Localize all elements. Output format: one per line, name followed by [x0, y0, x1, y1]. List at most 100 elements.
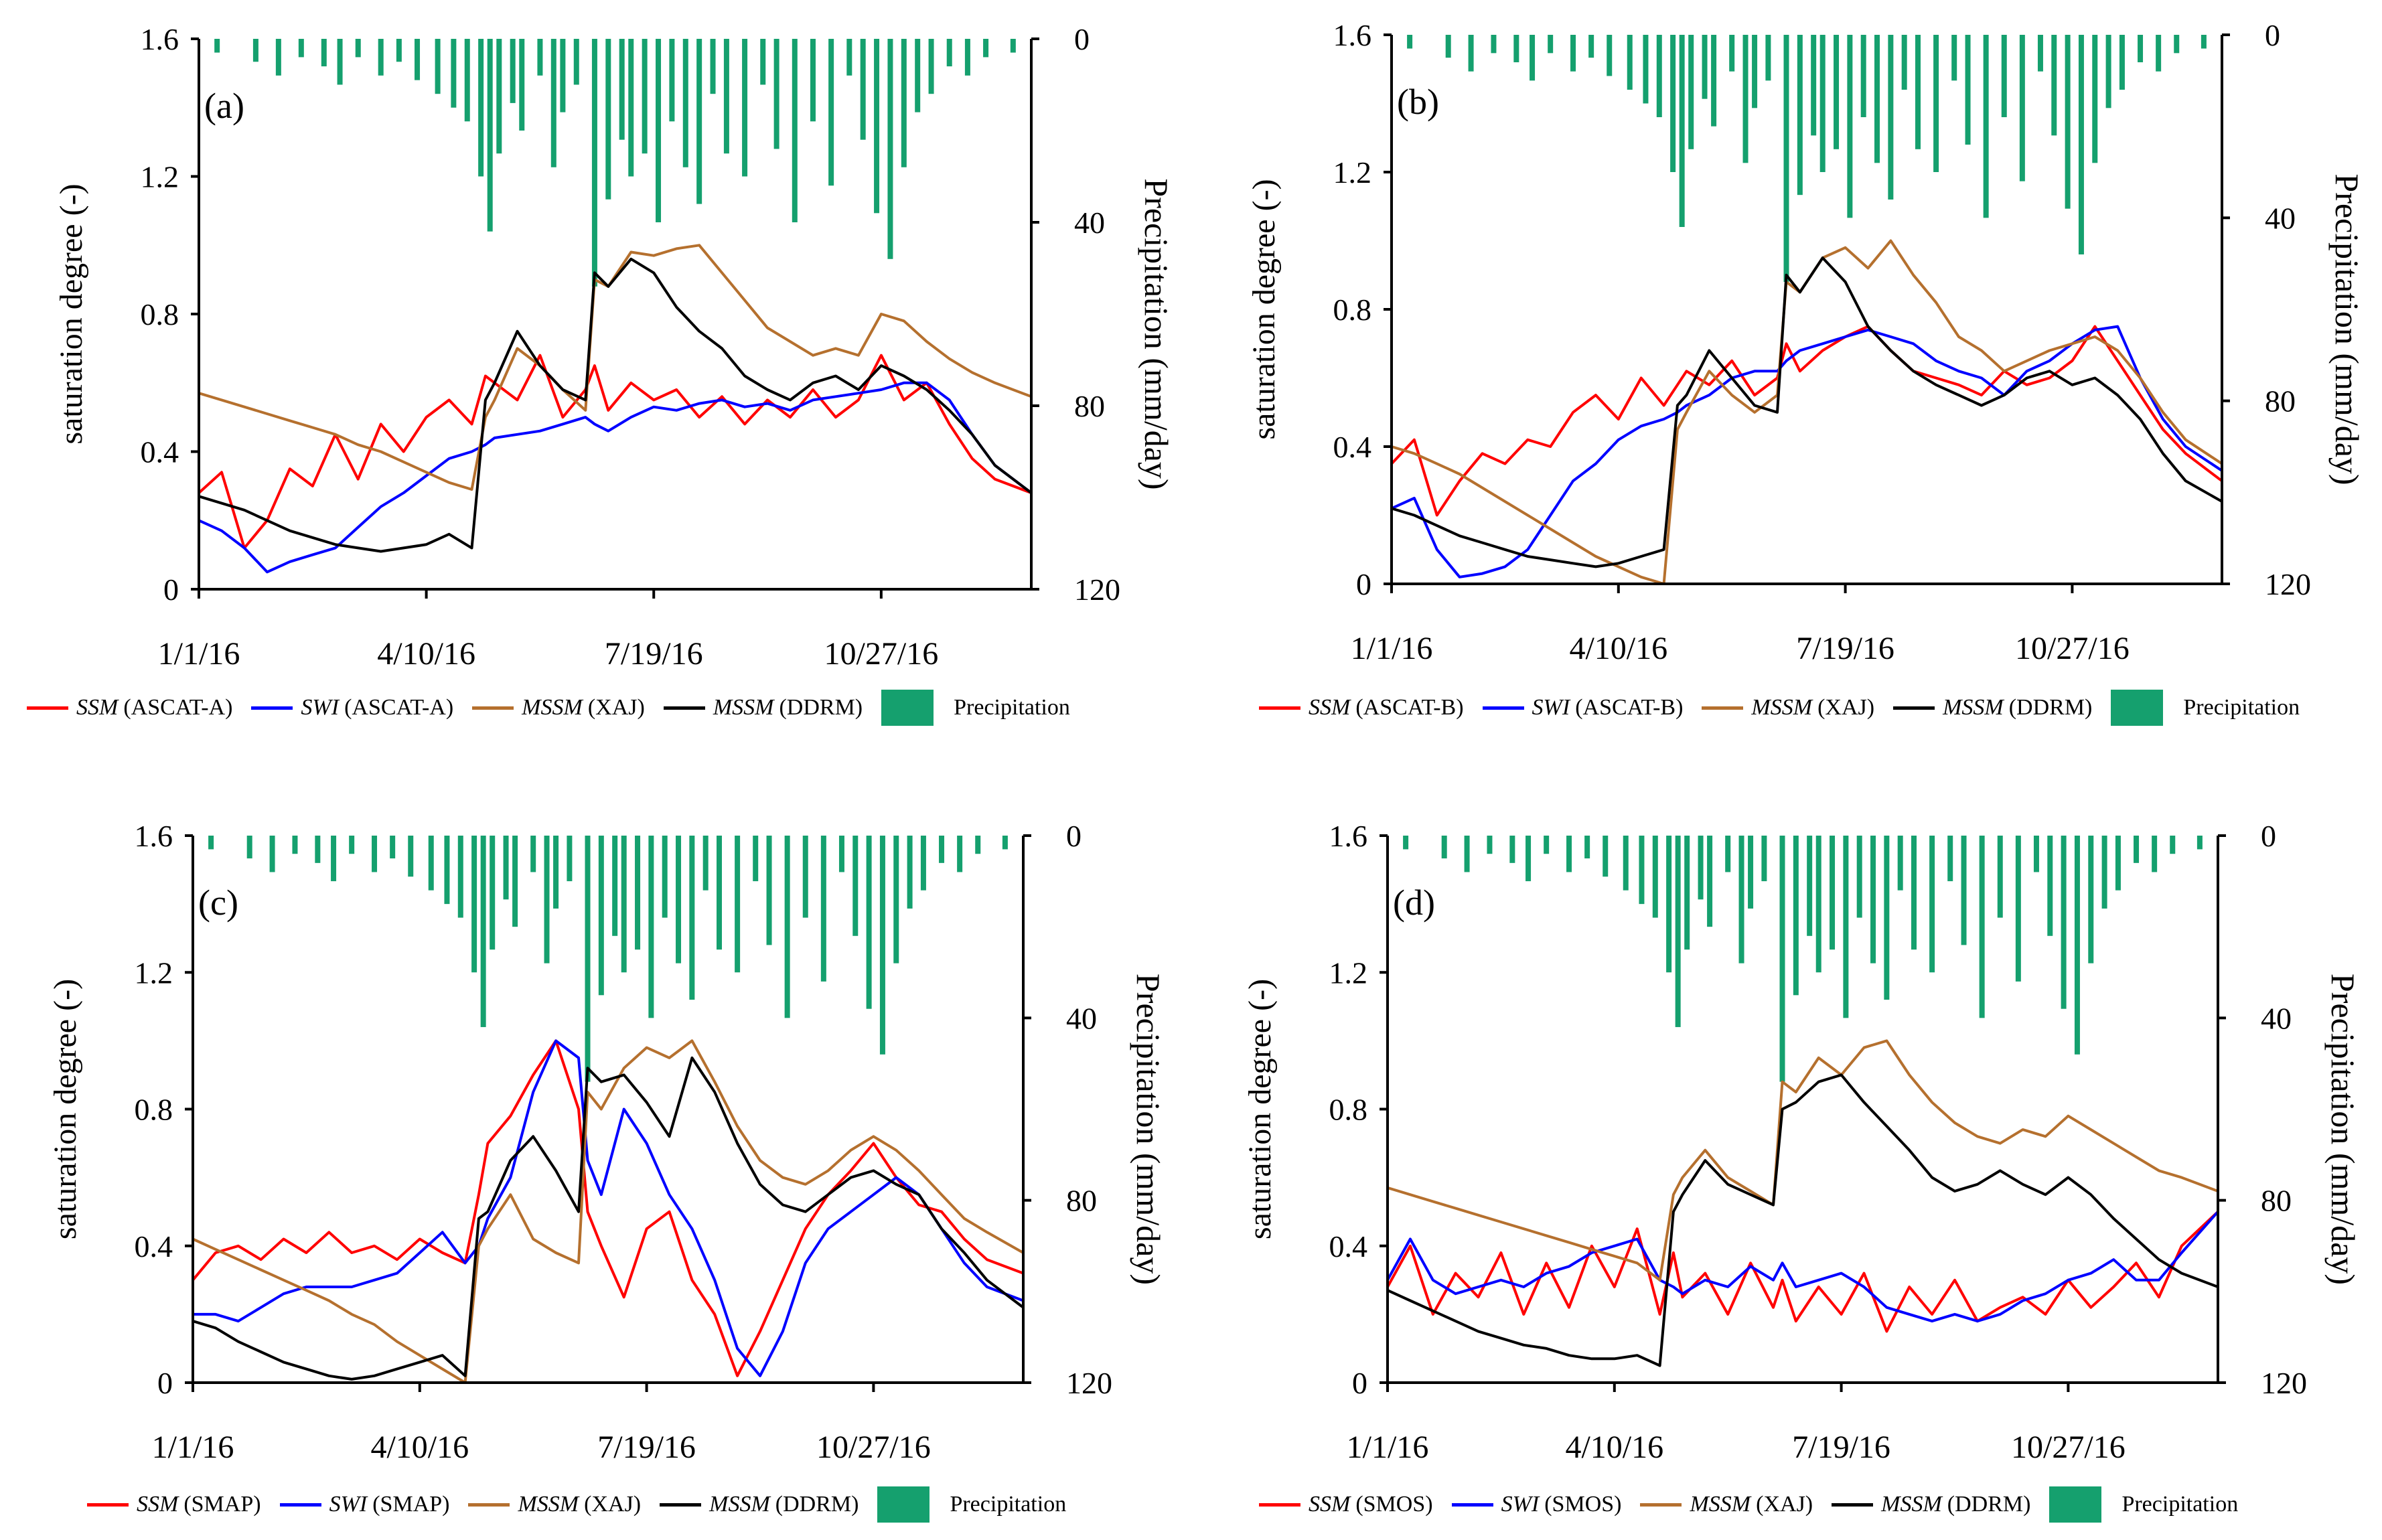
precip-bar	[1468, 35, 1474, 72]
precip-bar	[1702, 35, 1708, 99]
legend-var: SSM	[137, 1492, 179, 1517]
legend-item: SWI (ASCAT-A)	[251, 695, 453, 720]
legend-label: Precipitation	[950, 1492, 1067, 1517]
legend-swatch-line	[1259, 706, 1300, 710]
precip-bar	[1911, 836, 1917, 950]
precip-bar	[471, 836, 477, 973]
legend-swatch-line	[472, 706, 514, 710]
precip-bar	[1607, 35, 1613, 76]
precip-bar	[828, 39, 834, 186]
precip-bar	[648, 836, 654, 1018]
precip-bar	[1666, 836, 1672, 973]
precip-bar	[246, 836, 252, 859]
legend-item: MSSM (DDRM)	[1832, 1492, 2030, 1517]
y-tick-label: 1.2	[1333, 155, 1372, 189]
legend-source: (DDRM)	[1947, 1492, 2031, 1517]
y2-tick-label: 120	[1066, 1366, 1112, 1400]
precip-bar	[2065, 35, 2071, 209]
precip-bar	[1010, 39, 1016, 53]
precip-bar	[1901, 35, 1907, 90]
precip-bar	[512, 836, 518, 927]
precip-bar	[1656, 35, 1662, 117]
precip-bar	[2061, 836, 2067, 1009]
precip-bar	[907, 836, 913, 909]
precip-bar	[1965, 35, 1971, 145]
precip-bar	[585, 836, 591, 1082]
precip-bar	[444, 836, 450, 905]
legend-label: Precipitation	[2122, 1492, 2239, 1517]
legend-item: MSSM (XAJ)	[1702, 695, 1874, 720]
y-tick-label: 0.8	[135, 1093, 173, 1127]
x-tick-label: 7/19/16	[605, 636, 703, 672]
legend-var: SSM	[1309, 1492, 1351, 1517]
precip-bar	[567, 836, 573, 882]
precip-bar	[2101, 836, 2107, 909]
precip-bar	[2019, 35, 2025, 181]
legend-item: MSSM (XAJ)	[1640, 1492, 1813, 1517]
x-tick-label: 10/27/16	[816, 1430, 931, 1465]
y-tick-label: 0.4	[141, 435, 179, 469]
legend-var: MSSM	[713, 695, 774, 720]
legend-source: (ASCAT-B)	[1575, 695, 1684, 720]
precip-bar	[766, 836, 772, 945]
precip-bar	[355, 39, 361, 58]
precip-bar	[1445, 35, 1451, 58]
y-axis-title: saturation degree (-)	[54, 183, 89, 444]
precip-bar	[735, 836, 741, 973]
legend-swatch-line	[1451, 1503, 1493, 1507]
legend-var: SSM	[1309, 695, 1351, 720]
precip-bar	[1884, 836, 1890, 1000]
precip-bar	[1566, 836, 1572, 872]
legend-source: (SMOS)	[1355, 1492, 1433, 1517]
y-axis-title: saturation degree (-)	[1242, 979, 1278, 1239]
legend-var: MSSM	[1943, 695, 2004, 720]
precip-bar	[893, 836, 899, 964]
legend-source: (XAJ)	[1756, 1492, 1813, 1517]
precip-bar	[378, 39, 384, 76]
series-line-ssm-0	[198, 354, 1032, 550]
precip-bar	[1487, 836, 1493, 854]
y2-tick-label: 120	[1074, 572, 1120, 607]
y-tick-label: 0	[157, 1366, 173, 1400]
y2-tick-label: 120	[2261, 1366, 2307, 1400]
precip-bar	[1464, 836, 1470, 872]
x-tick-label: 1/1/16	[152, 1430, 234, 1465]
precip-bar	[957, 836, 963, 872]
legend-item: SWI (SMOS)	[1451, 1492, 1621, 1517]
precip-bar	[435, 39, 441, 94]
series-line-ssm-0	[1386, 1211, 2219, 1333]
precip-bar	[573, 39, 579, 85]
precip-bar	[1711, 35, 1717, 127]
legend-source: (DDRM)	[775, 1492, 859, 1517]
legend-var: SWI	[329, 1492, 368, 1517]
precip-bar	[1843, 836, 1849, 1018]
precip-bar	[1639, 836, 1645, 905]
precip-bar	[2015, 836, 2021, 982]
precip-bar	[1997, 836, 2003, 918]
precip-bar	[415, 39, 421, 80]
legend: SSM (SMOS) SWI (SMOS) MSSM (XAJ) MSSM (DDRM) Pre…	[1259, 1486, 2257, 1523]
legend: SSM (ASCAT-B) SWI (ASCAT-B) MSSM (XAJ) MSSM (DD…	[1259, 690, 2318, 726]
precip-bar	[838, 836, 844, 872]
precip-bar	[1856, 836, 1862, 918]
precip-bar	[269, 836, 275, 872]
precip-bar	[939, 836, 945, 863]
y2-tick-label: 0	[1066, 819, 1082, 853]
precip-bar	[1627, 35, 1633, 90]
x-tick-label: 4/10/16	[1565, 1430, 1663, 1465]
precip-bar	[2051, 35, 2057, 136]
precip-bar	[1807, 836, 1813, 936]
precip-bar	[1783, 35, 1789, 282]
legend-swatch-line	[1832, 1503, 1874, 1507]
y-tick-label: 0.4	[1333, 430, 1372, 464]
precip-bar	[490, 836, 496, 950]
precip-bar	[1779, 836, 1785, 1082]
precip-bar	[1513, 35, 1519, 62]
y-tick-label: 1.6	[1329, 819, 1368, 853]
series-line-mssm-3	[1391, 256, 2223, 568]
legend-item: SWI (SMAP)	[279, 1492, 449, 1517]
precip-bar	[1441, 836, 1447, 859]
y-tick-label: 1.6	[141, 22, 179, 56]
precip-bar	[1742, 35, 1748, 163]
